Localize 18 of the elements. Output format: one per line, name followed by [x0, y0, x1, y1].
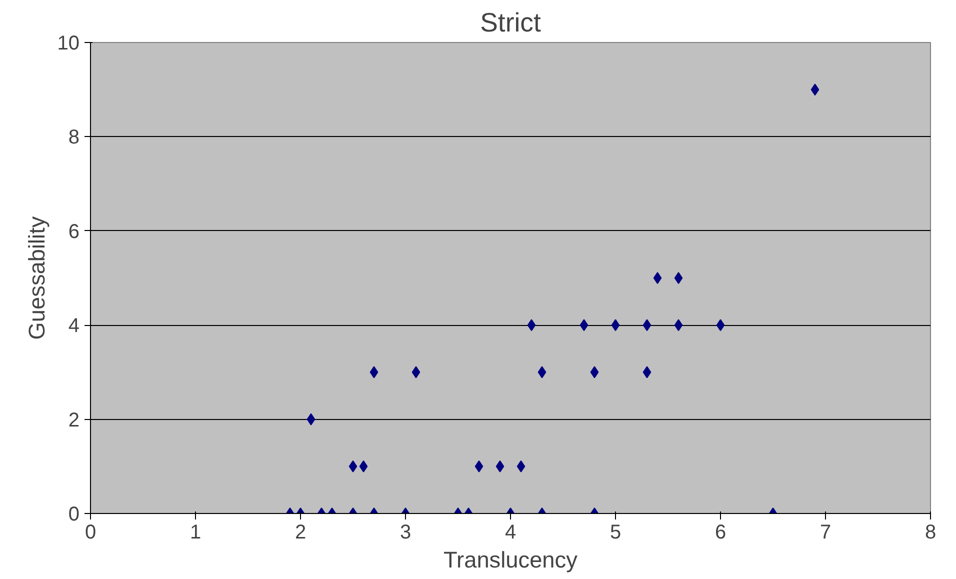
- x-tick-label: 8: [924, 522, 936, 544]
- y-tick-label: 6: [68, 220, 80, 243]
- x-tick-label: 3: [400, 522, 412, 544]
- y-axis-title: Guessability: [23, 216, 50, 340]
- x-tick-label: 6: [714, 522, 726, 544]
- x-tick-label: 2: [294, 522, 306, 544]
- x-tick-label: 7: [820, 522, 832, 544]
- y-tick-label: 8: [68, 126, 80, 149]
- x-tick-label: 1: [190, 522, 202, 544]
- chart-title: Strict: [480, 8, 542, 38]
- x-axis-title: Translucency: [444, 546, 578, 572]
- y-tick-label: 0: [68, 504, 80, 526]
- x-tick-label: 0: [84, 522, 96, 544]
- y-tick-label: 4: [68, 315, 80, 338]
- x-tick-label: 5: [610, 522, 622, 544]
- x-tick-label: 4: [504, 522, 516, 544]
- y-tick-label: 2: [68, 409, 80, 432]
- y-tick-label: 10: [57, 32, 80, 54]
